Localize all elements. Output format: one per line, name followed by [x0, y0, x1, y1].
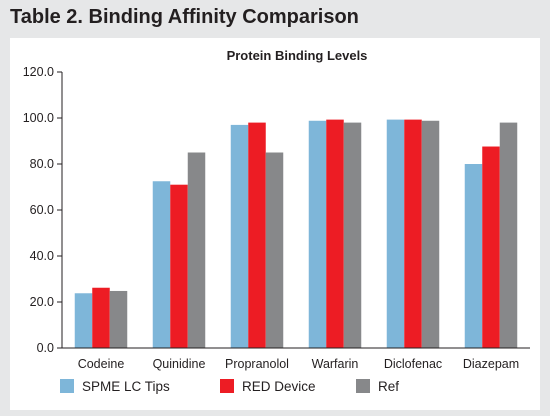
legend-label: SPME LC Tips [82, 379, 170, 394]
legend: SPME LC Tips RED Device Ref [60, 379, 399, 394]
x-category-label: Propranolol [225, 357, 289, 371]
y-tick-label: 100.0 [23, 111, 54, 125]
legend-swatch [356, 379, 370, 393]
y-tick-label: 60.0 [30, 203, 54, 217]
axes [61, 72, 530, 349]
x-category-label: Diazepam [463, 357, 519, 371]
bar-ref-propranolol [265, 152, 284, 348]
x-category-label: Quinidine [153, 357, 206, 371]
bar-red-device-warfarin [326, 119, 344, 348]
legend-swatch [60, 379, 74, 393]
legend-label: Ref [378, 379, 399, 394]
legend-swatch [220, 379, 234, 393]
bar-ref-codeine [109, 290, 128, 348]
bar-spme-lc-tips-codeine [74, 293, 93, 348]
y-tick-label: 80.0 [30, 157, 54, 171]
bar-red-device-propranolol [248, 122, 266, 348]
bar-red-device-quinidine [170, 184, 188, 348]
bar-ref-warfarin [343, 122, 362, 348]
bar-spme-lc-tips-warfarin [308, 120, 327, 348]
chart-panel: Protein Binding Levels 0.0 20.0 40.0 60.0 80… [10, 38, 540, 410]
y-axis-ticks: 0.0 20.0 40.0 60.0 80.0 100.0 120.0 [23, 65, 62, 355]
y-tick-label: 40.0 [30, 249, 54, 263]
bar-spme-lc-tips-propranolol [230, 124, 249, 349]
bar-spme-lc-tips-diclofenac [386, 119, 405, 348]
chart-title: Protein Binding Levels [227, 48, 368, 63]
y-tick-label: 120.0 [23, 65, 54, 79]
bar-red-device-codeine [92, 287, 110, 348]
figure-title: Table 2. Binding Affinity Comparison [10, 6, 359, 28]
legend-label: RED Device [242, 379, 316, 394]
bar-ref-diclofenac [421, 120, 440, 348]
bar-spme-lc-tips-quinidine [152, 181, 171, 348]
bars [74, 119, 518, 349]
bar-ref-quinidine [187, 152, 206, 348]
y-tick-label: 20.0 [30, 295, 54, 309]
bar-red-device-diazepam [482, 146, 500, 348]
x-category-label: Warfarin [312, 357, 359, 371]
bar-spme-lc-tips-diazepam [464, 164, 483, 348]
bar-red-device-diclofenac [404, 119, 422, 348]
y-tick-label: 0.0 [37, 341, 54, 355]
bar-chart: Protein Binding Levels 0.0 20.0 40.0 60.0 80… [23, 48, 530, 394]
x-category-label: Diclofenac [384, 357, 442, 371]
x-axis-labels: Codeine Quinidine Propranolol Warfarin Diclo… [78, 357, 519, 371]
x-category-label: Codeine [78, 357, 125, 371]
bar-ref-diazepam [499, 122, 518, 348]
